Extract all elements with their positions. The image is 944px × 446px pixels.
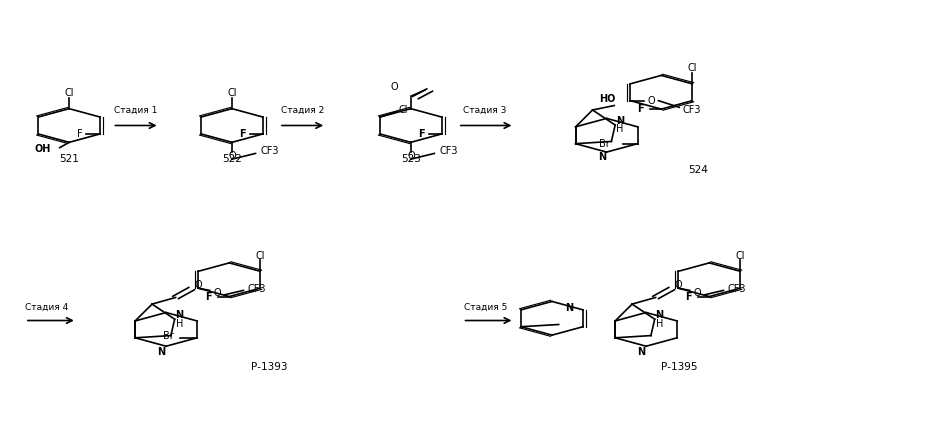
- Text: N: N: [655, 310, 664, 320]
- Text: CF3: CF3: [439, 146, 458, 156]
- Text: N: N: [158, 347, 165, 357]
- Text: Cl: Cl: [228, 88, 237, 98]
- Text: F: F: [418, 129, 425, 139]
- Text: 522: 522: [222, 154, 242, 164]
- Text: OH: OH: [35, 144, 51, 154]
- Text: HO: HO: [599, 94, 615, 104]
- Text: Cl: Cl: [687, 63, 697, 73]
- Text: O: O: [674, 280, 682, 290]
- Text: Cl: Cl: [398, 105, 408, 116]
- Text: CF3: CF3: [683, 104, 700, 115]
- Text: Р-1393: Р-1393: [251, 362, 288, 372]
- Text: Стадия 3: Стадия 3: [463, 105, 506, 115]
- Text: N: N: [565, 303, 573, 313]
- Text: H: H: [176, 318, 183, 329]
- Text: CF3: CF3: [728, 284, 746, 294]
- Text: CF3: CF3: [261, 146, 278, 156]
- Text: N: N: [615, 116, 624, 126]
- Text: Стадия 5: Стадия 5: [464, 303, 508, 312]
- Text: F: F: [205, 292, 211, 301]
- Text: H: H: [616, 124, 624, 135]
- Text: N: N: [598, 153, 606, 162]
- Text: N: N: [637, 347, 646, 357]
- Text: CF3: CF3: [247, 284, 266, 294]
- Text: O: O: [213, 288, 221, 297]
- Text: Стадия 4: Стадия 4: [25, 303, 68, 312]
- Text: 524: 524: [688, 165, 708, 175]
- Text: Cl: Cl: [735, 251, 745, 261]
- Text: Cl: Cl: [256, 251, 265, 261]
- Text: F: F: [637, 104, 644, 114]
- Text: O: O: [648, 96, 655, 106]
- Text: 521: 521: [59, 154, 79, 164]
- Text: F: F: [685, 292, 692, 301]
- Text: Br: Br: [599, 139, 610, 149]
- Text: N: N: [176, 310, 183, 320]
- Text: Cl: Cl: [64, 88, 74, 98]
- Text: H: H: [656, 318, 663, 329]
- Text: Br: Br: [163, 330, 175, 341]
- Text: O: O: [407, 151, 414, 161]
- Text: Стадия 2: Стадия 2: [281, 105, 324, 115]
- Text: O: O: [390, 83, 397, 92]
- Text: F: F: [76, 129, 82, 139]
- Text: O: O: [194, 280, 202, 290]
- Text: Стадия 1: Стадия 1: [114, 105, 158, 115]
- Text: Р-1395: Р-1395: [661, 362, 698, 372]
- Text: 523: 523: [401, 154, 421, 164]
- Text: F: F: [239, 129, 245, 139]
- Text: O: O: [693, 288, 701, 297]
- Text: O: O: [228, 151, 236, 161]
